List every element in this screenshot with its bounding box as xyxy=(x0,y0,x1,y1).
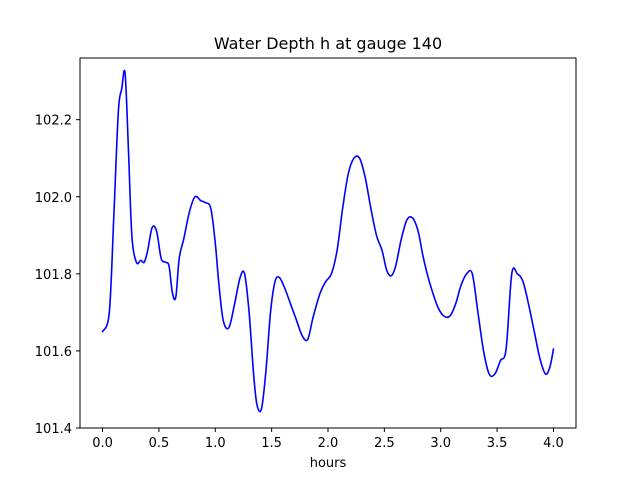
y-tick-label: 101.8 xyxy=(35,268,72,283)
y-tick-label: 101.4 xyxy=(35,422,72,437)
x-tick-label: 1.5 xyxy=(261,436,282,451)
y-tick-label: 102.0 xyxy=(35,191,72,206)
y-axis-ticks: 101.4 101.6 101.8 102.0 102.2 xyxy=(35,114,80,437)
series-line xyxy=(101,69,555,413)
y-tick-label: 101.6 xyxy=(35,345,72,360)
x-tick-label: 2.5 xyxy=(374,436,395,451)
x-tick-label: 4.0 xyxy=(543,436,564,451)
x-tick-label: 2.0 xyxy=(318,436,339,451)
y-tick-label: 102.2 xyxy=(35,114,72,129)
x-tick-label: 3.0 xyxy=(430,436,451,451)
series-layer xyxy=(101,69,555,413)
x-axis-ticks: 0.0 0.5 1.0 1.5 2.0 2.5 3.0 3.5 4.0 xyxy=(92,428,564,451)
x-tick-label: 1.0 xyxy=(205,436,226,451)
plot-area xyxy=(80,58,576,428)
x-tick-label: 0.0 xyxy=(92,436,113,451)
x-axis-label: hours xyxy=(310,456,347,471)
chart-title: Water Depth h at gauge 140 xyxy=(214,34,442,53)
x-tick-label: 0.5 xyxy=(149,436,170,451)
x-tick-label: 3.5 xyxy=(487,436,508,451)
